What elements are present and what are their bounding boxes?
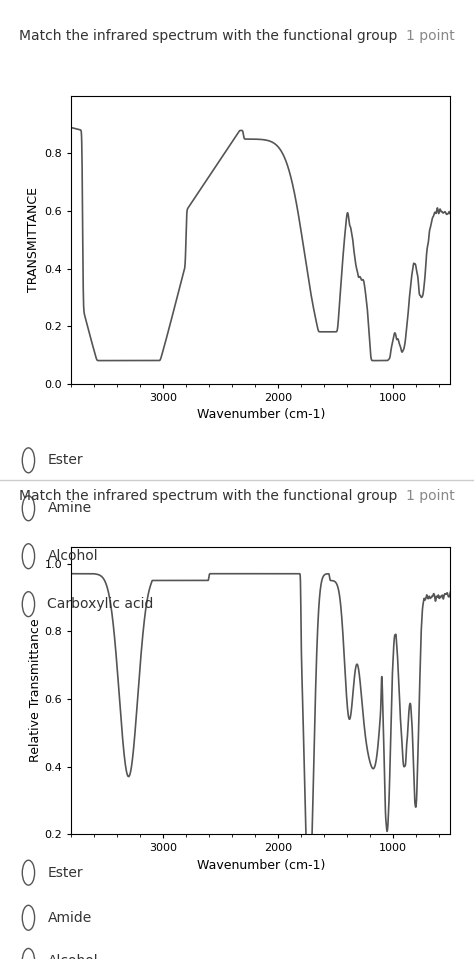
- Text: 1 point: 1 point: [406, 29, 455, 43]
- Text: Amine: Amine: [47, 502, 91, 515]
- Text: Carboxylic acid: Carboxylic acid: [47, 597, 154, 611]
- Text: Match the infrared spectrum with the functional group: Match the infrared spectrum with the fun…: [19, 489, 397, 503]
- X-axis label: Wavenumber (cm-1): Wavenumber (cm-1): [197, 859, 325, 872]
- Text: Alcohol: Alcohol: [47, 550, 98, 563]
- X-axis label: Wavenumber (cm-1): Wavenumber (cm-1): [197, 409, 325, 421]
- Text: Alcohol: Alcohol: [47, 954, 98, 959]
- Y-axis label: TRANSMITTANCE: TRANSMITTANCE: [27, 187, 40, 292]
- Text: 1 point: 1 point: [406, 489, 455, 503]
- Text: Match the infrared spectrum with the functional group: Match the infrared spectrum with the fun…: [19, 29, 397, 43]
- Text: Ester: Ester: [47, 454, 83, 467]
- Y-axis label: Relative Transmittance: Relative Transmittance: [28, 619, 42, 762]
- Text: Amide: Amide: [47, 911, 91, 924]
- Text: Ester: Ester: [47, 866, 83, 879]
